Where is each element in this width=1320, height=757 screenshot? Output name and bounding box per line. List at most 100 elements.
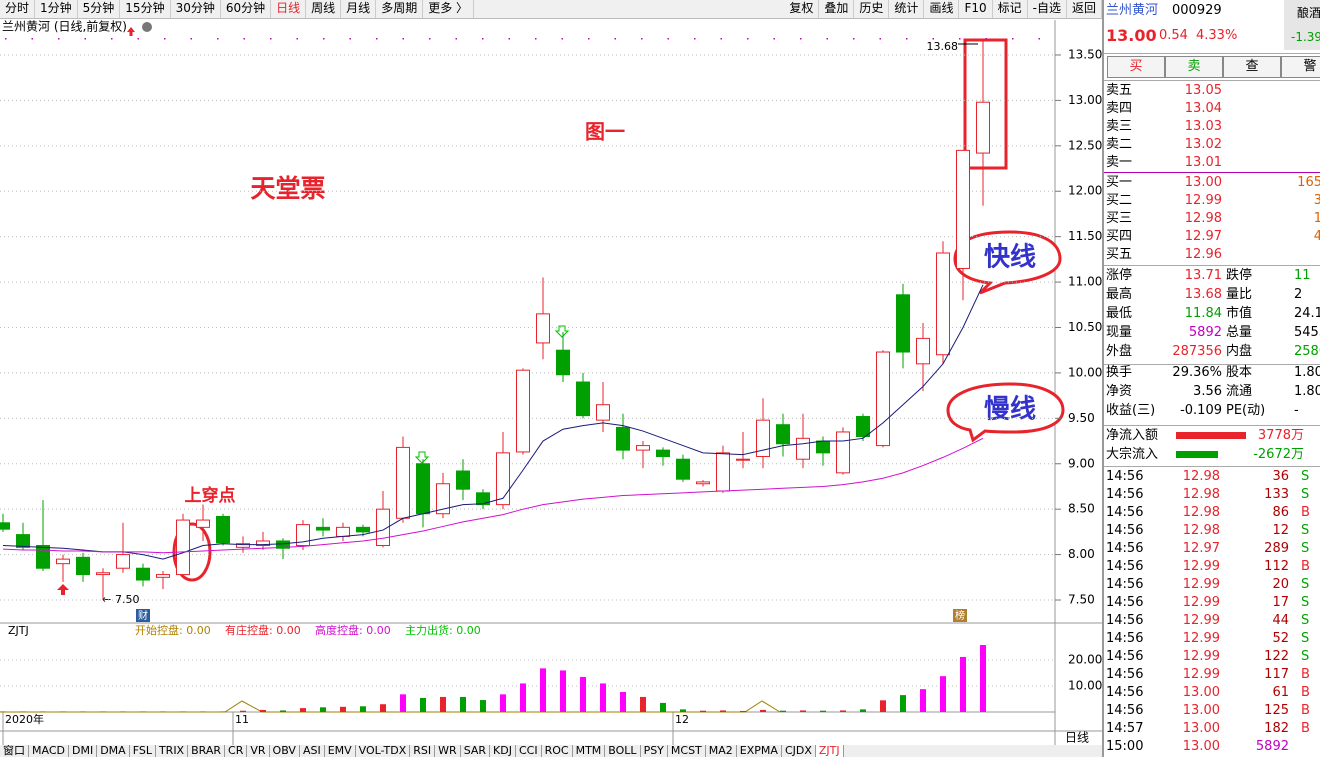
period-tab[interactable]: 30分钟 [171, 0, 221, 18]
top-dot [190, 38, 192, 40]
separator [1104, 466, 1320, 467]
candle-body [296, 524, 310, 547]
indicator-tab[interactable]: OBV [270, 745, 300, 757]
top-dot [747, 38, 749, 40]
flow-bar [1176, 432, 1246, 439]
trade-button[interactable]: 买 [1107, 56, 1165, 78]
indicator-tab[interactable]: FSL [130, 745, 156, 757]
trade-side: S [1301, 631, 1310, 646]
indicator-tab[interactable]: ZJTJ [815, 745, 844, 757]
volume-bar [40, 711, 46, 712]
indicator-tab[interactable]: MCST [668, 745, 706, 757]
top-dot [535, 38, 537, 40]
indicator-tab[interactable]: VOL-TDX [356, 745, 411, 757]
period-tab[interactable]: 15分钟 [120, 0, 171, 18]
volume-bar [380, 704, 386, 712]
annotation: 图一 [585, 120, 625, 144]
indicator-tab[interactable]: KDJ [490, 745, 516, 757]
indicator-tab[interactable]: DMI [69, 745, 98, 757]
indicator-tab[interactable]: BRAR [188, 745, 226, 757]
indicator-tab[interactable]: ASI [300, 745, 325, 757]
trade-button[interactable]: 查 [1223, 56, 1281, 78]
indicator-tab[interactable]: CR [225, 745, 248, 757]
trade-volume: 61 [1272, 685, 1289, 700]
candle-body [676, 458, 690, 480]
period-tab[interactable]: 60分钟 [221, 0, 272, 18]
trade-button[interactable]: 卖 [1165, 56, 1223, 78]
candle-body [276, 540, 290, 549]
level-price: 13.02 [1184, 137, 1222, 152]
trade-volume: 52 [1272, 631, 1289, 646]
stat-value: - [1294, 403, 1299, 418]
tool-button[interactable]: 统计 [889, 0, 925, 18]
trade-side: B [1301, 685, 1310, 700]
indicator-tab[interactable]: MA2 [706, 745, 737, 757]
indicator-tab[interactable]: MTM [573, 745, 606, 757]
candle-body [236, 543, 250, 548]
trade-button[interactable]: 警 [1281, 56, 1320, 78]
flow-value: -2672万 [1253, 447, 1304, 462]
y-tick-label: 9.50 [1068, 411, 1095, 425]
candle-body [376, 508, 390, 547]
trade-time: 14:56 [1106, 487, 1144, 502]
indicator-tab[interactable]: VR [247, 745, 270, 757]
indicator-tab[interactable]: EXPMA [737, 745, 782, 757]
tool-button[interactable]: -自选 [1028, 0, 1067, 18]
volume-bar [700, 710, 706, 712]
volume-bar [80, 711, 86, 712]
indicator-tab[interactable]: 窗口 [0, 745, 29, 757]
tool-button[interactable]: 返回 [1067, 0, 1102, 18]
trade-volume: 182 [1264, 721, 1289, 736]
indicator-tab[interactable]: SAR [461, 745, 491, 757]
period-tab[interactable]: 月线 [341, 0, 377, 18]
volume-bar [360, 706, 366, 712]
y-tick-label: 20.00 [1068, 653, 1102, 667]
top-dot [296, 38, 298, 40]
candle-body [736, 458, 750, 461]
indicator-tab[interactable]: MACD [29, 745, 69, 757]
indicator-tab[interactable]: EMV [325, 745, 356, 757]
tool-button[interactable]: 复权 [784, 0, 820, 18]
tool-button[interactable]: 历史 [854, 0, 890, 18]
candle-body [776, 424, 790, 445]
tool-button[interactable]: F10 [959, 0, 993, 18]
indicator-tab[interactable]: BOLL [605, 745, 641, 757]
period-tab[interactable]: 分时 [0, 0, 36, 18]
indicator-tab[interactable]: ROC [542, 745, 573, 757]
volume-bar [720, 710, 726, 712]
trade-side: B [1301, 703, 1310, 718]
trade-time: 14:56 [1106, 541, 1144, 556]
period-tab[interactable]: 周线 [306, 0, 342, 18]
legend-entry: 高度控盘: 0.00 [315, 623, 391, 637]
tool-button[interactable]: 叠加 [819, 0, 855, 18]
indicator-tab[interactable]: DMA [97, 745, 130, 757]
candle-body [156, 574, 170, 578]
period-tab[interactable]: 1分钟 [35, 0, 78, 18]
tool-button[interactable]: 标记 [993, 0, 1028, 18]
trade-volume: 12 [1272, 523, 1289, 538]
trade-price: 13.00 [1182, 703, 1220, 718]
period-tab[interactable]: 5分钟 [78, 0, 121, 18]
indicator-tab[interactable]: RSI [410, 745, 436, 757]
period-tab[interactable]: 多周期 [376, 0, 424, 18]
stat-value: 13.71 [1184, 268, 1222, 283]
tool-button[interactable]: 画线 [924, 0, 960, 18]
indicator-tab[interactable]: CJDX [782, 745, 816, 757]
volume-bar [520, 683, 526, 712]
volume-bar [400, 694, 406, 712]
indicator-tab[interactable]: TRIX [156, 745, 189, 757]
level-price: 13.01 [1184, 155, 1222, 170]
callout-text: 快线 [984, 243, 1036, 273]
volume-bar [60, 711, 66, 712]
period-tab[interactable]: 日线 [271, 0, 307, 18]
stat-value: 1.80 [1294, 384, 1320, 399]
indicator-tab[interactable]: WR [435, 745, 461, 757]
period-tab[interactable]: 更多 〉 [423, 0, 475, 18]
top-dot [137, 38, 139, 40]
indicator-tab[interactable]: CCI [516, 745, 542, 757]
volume-bar [560, 670, 566, 712]
indicator-title: ZJTJ [8, 624, 29, 637]
level-label: 卖四 [1106, 101, 1133, 116]
volume-bar [500, 694, 506, 712]
indicator-tab[interactable]: PSY [641, 745, 668, 757]
